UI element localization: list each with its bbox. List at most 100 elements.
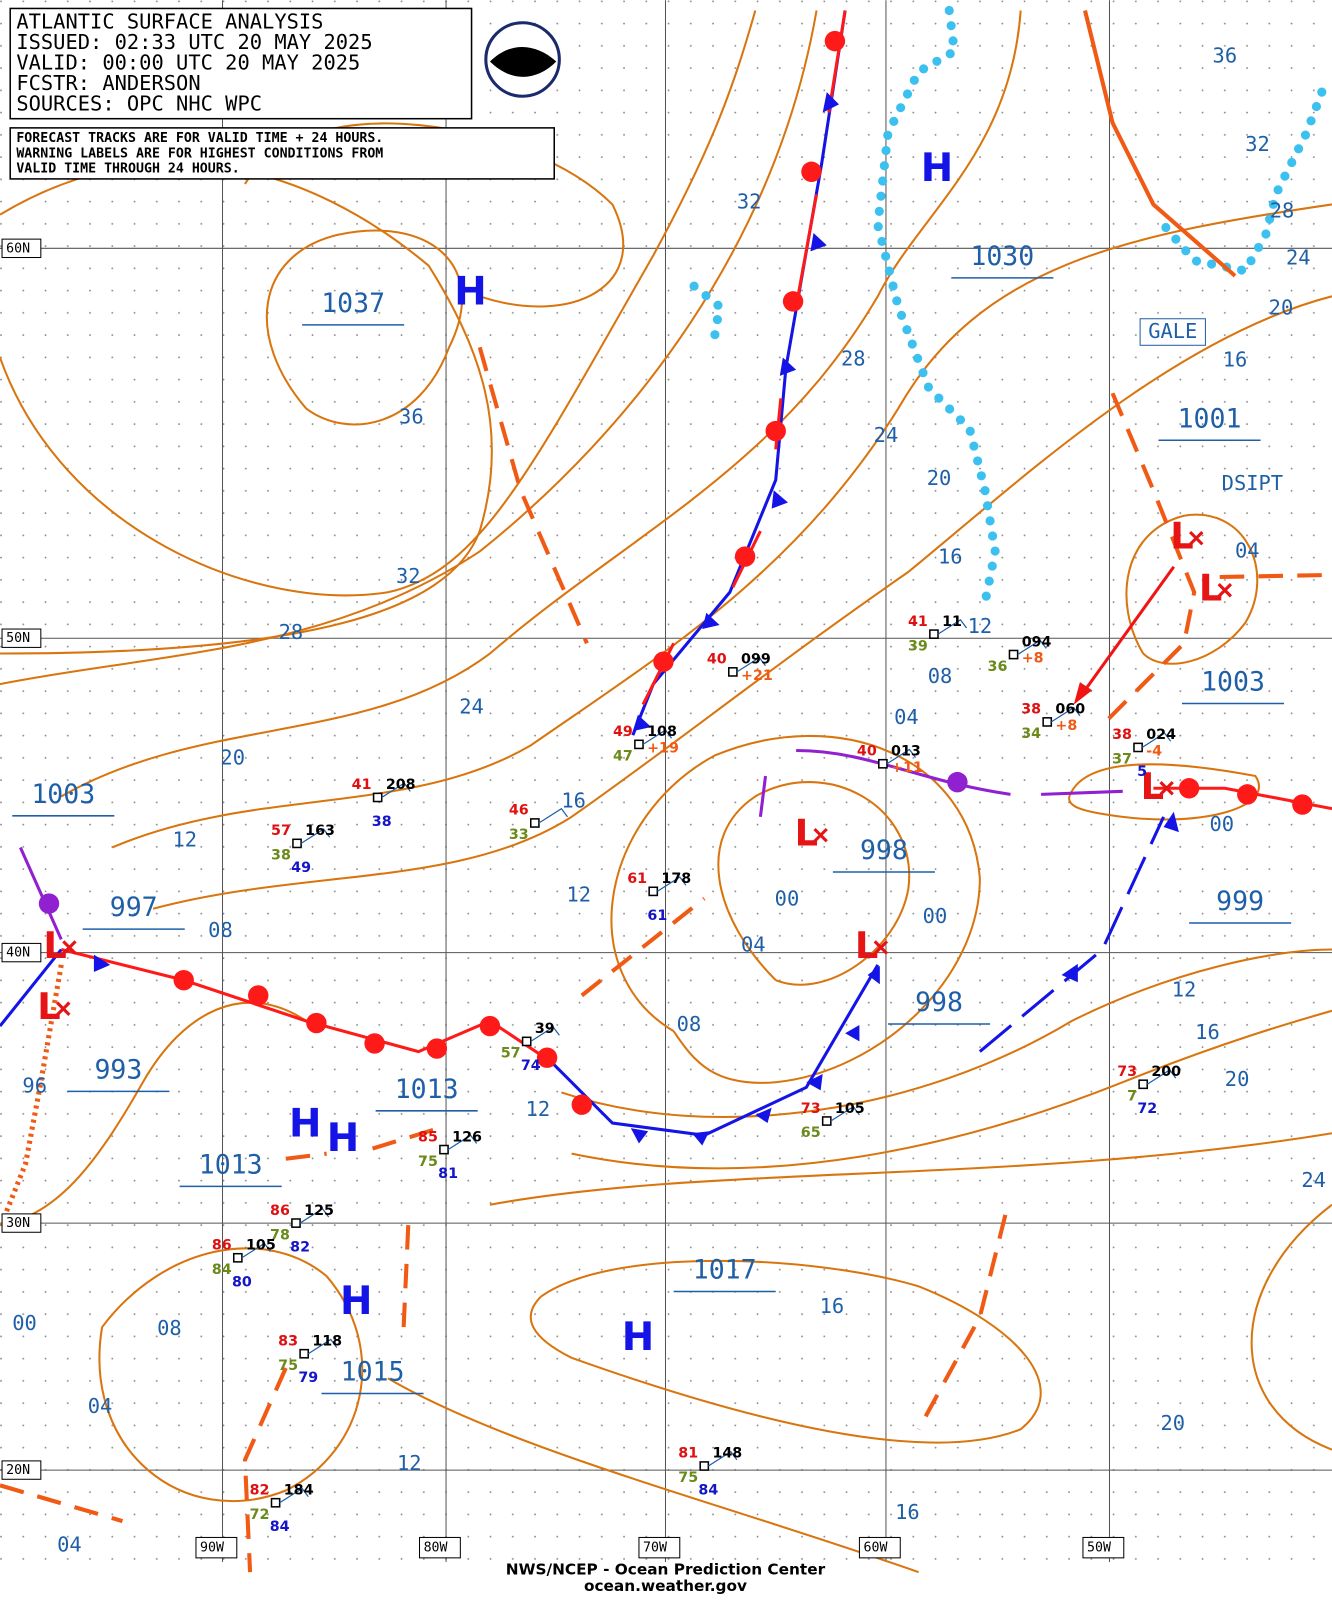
station-pressure: 118 xyxy=(312,1333,342,1349)
pressure-label: 997 xyxy=(110,892,158,923)
isobar-label: 16 xyxy=(561,789,586,813)
lat-label-box xyxy=(1,1213,42,1233)
lon-label-box xyxy=(1082,1536,1125,1559)
lat-label: 20N xyxy=(6,1463,30,1478)
pressure-label: 1017 xyxy=(693,1255,757,1286)
wind-barb xyxy=(307,1338,338,1355)
footer-line: ocean.weather.gov xyxy=(584,1577,747,1595)
isobar-label: 28 xyxy=(841,347,866,371)
header-line: SOURCES: OPC NHC WPC xyxy=(16,91,262,115)
station-dew: 36 xyxy=(988,659,1008,675)
isobar-label: 12 xyxy=(526,1097,551,1121)
station-pressure: 126 xyxy=(452,1129,482,1145)
low-x xyxy=(1159,781,1174,796)
station-pressure: 024 xyxy=(1146,727,1176,743)
station-extra: 74 xyxy=(521,1058,541,1074)
wind-barb xyxy=(830,1105,860,1122)
isobar-label: 24 xyxy=(874,423,899,447)
wind-barb xyxy=(1050,706,1081,723)
station-temp: 46 xyxy=(509,803,529,819)
low-x xyxy=(56,1001,71,1016)
footer-line: NWS/NCEP - Ocean Prediction Center xyxy=(506,1561,826,1579)
station xyxy=(929,629,939,639)
station-temp: 41 xyxy=(908,614,928,630)
wind-barb xyxy=(656,876,687,892)
station-extra: 38 xyxy=(372,814,392,830)
station-temp: 73 xyxy=(801,1101,821,1117)
station-temp: 86 xyxy=(212,1238,232,1254)
isobar-label: 12 xyxy=(1172,977,1197,1001)
isobar-label: 08 xyxy=(928,664,953,688)
wind-barb xyxy=(1146,1069,1177,1085)
tropical-trough xyxy=(2,964,64,1216)
lon-label: 50W xyxy=(1087,1541,1111,1556)
isobar-label: 04 xyxy=(88,1394,113,1418)
station-temp: 83 xyxy=(278,1333,298,1349)
station-temp: 40 xyxy=(707,652,727,668)
pressure-label: 1003 xyxy=(1201,667,1265,698)
pressure-label: 1013 xyxy=(395,1074,459,1105)
isobar-label: 32 xyxy=(737,189,762,213)
station-pressure: 184 xyxy=(284,1482,314,1498)
station-pressure: 11 xyxy=(942,614,962,630)
station-dew: 72 xyxy=(250,1507,270,1523)
station-change: +11 xyxy=(891,760,923,776)
troughs xyxy=(0,10,1332,1573)
station-temp: 41 xyxy=(352,777,372,793)
wind-barb xyxy=(279,1487,309,1504)
station xyxy=(521,1036,532,1047)
isobar-label: 04 xyxy=(57,1533,82,1557)
isobar-label: 24 xyxy=(1301,1168,1326,1192)
station-temp: 61 xyxy=(627,871,647,887)
station xyxy=(648,886,659,897)
station-dew: 34 xyxy=(1021,726,1041,742)
lon-label-box xyxy=(195,1536,238,1559)
station-change: +8 xyxy=(1022,651,1044,667)
station-dew: 38 xyxy=(271,848,291,864)
station xyxy=(372,792,383,803)
station-temp: 82 xyxy=(250,1482,270,1498)
gale-label: GALE xyxy=(1148,319,1197,343)
station-change: -4 xyxy=(1146,744,1162,760)
station xyxy=(292,838,302,849)
isobar-label: 20 xyxy=(927,466,952,490)
station-pressure: 105 xyxy=(835,1101,865,1117)
isobar-label: 16 xyxy=(1223,348,1248,372)
station-temp: 86 xyxy=(270,1203,290,1219)
station-pressure: 39 xyxy=(535,1021,555,1037)
pressure-label: 1013 xyxy=(199,1149,263,1180)
low-x xyxy=(1189,530,1204,546)
station xyxy=(270,1497,281,1508)
isobar-label: 20 xyxy=(220,746,245,770)
station-dew: 75 xyxy=(418,1154,438,1170)
noaa-logo-mark xyxy=(489,46,557,77)
isobar-label: 00 xyxy=(12,1311,37,1335)
low-x xyxy=(813,828,828,843)
high-center: H xyxy=(327,1116,359,1161)
station xyxy=(439,1144,449,1155)
station-pressure: 200 xyxy=(1151,1064,1181,1080)
lon-label: 70W xyxy=(643,1541,667,1556)
ice-edge xyxy=(689,5,1327,608)
isobar-label: 08 xyxy=(208,918,233,942)
header-line: ISSUED: 02:33 UTC 20 MAY 2025 xyxy=(16,30,372,54)
isobar-label: 20 xyxy=(1160,1411,1185,1435)
isobar-label: 32 xyxy=(396,564,421,588)
low-center: L xyxy=(37,985,60,1028)
gale-line xyxy=(1083,10,1237,278)
station-extra: 72 xyxy=(1137,1101,1157,1117)
low-x xyxy=(1217,583,1233,598)
station xyxy=(291,1218,301,1228)
header-line: VALID: 00:00 UTC 20 MAY 2025 xyxy=(16,51,360,75)
low-center: L xyxy=(795,812,818,855)
station-extra: 79 xyxy=(298,1370,318,1386)
lon-label: 80W xyxy=(424,1541,448,1556)
low-center: L xyxy=(1199,567,1222,610)
gale-box xyxy=(1139,318,1206,346)
wind-barb xyxy=(1017,639,1047,656)
low-center: L xyxy=(43,924,66,967)
isobar-label: 12 xyxy=(968,614,993,638)
wind-barb xyxy=(538,807,568,824)
isobar-label: 16 xyxy=(895,1500,920,1524)
